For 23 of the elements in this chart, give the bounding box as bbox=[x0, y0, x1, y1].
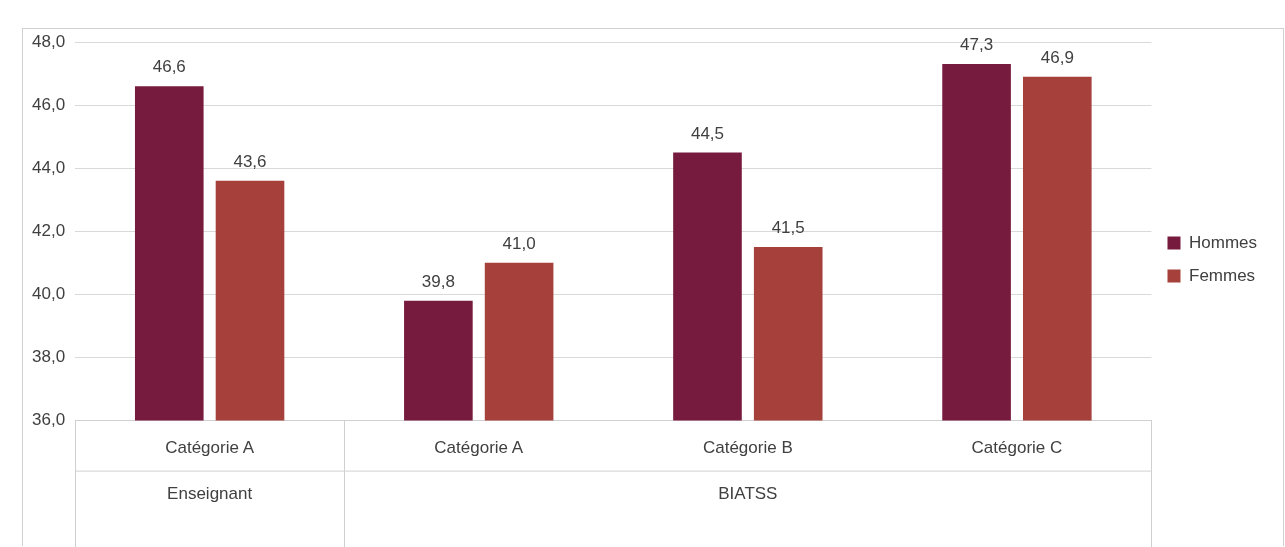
x-tick-label: Catégorie B bbox=[702, 438, 793, 458]
text: Enseignant bbox=[167, 484, 253, 504]
x-tick-label: Catégorie C bbox=[971, 438, 1063, 458]
data-label: 41,5 bbox=[771, 218, 805, 238]
x-tick-label: Catégorie A bbox=[165, 438, 255, 458]
data-label: 41,0 bbox=[502, 234, 536, 254]
data-label: 47,3 bbox=[960, 35, 994, 55]
y-tick-label: 36,0 bbox=[31, 410, 66, 430]
data-label: 43,6 bbox=[233, 152, 267, 172]
data-label: 46,9 bbox=[1040, 47, 1074, 67]
text: BIATSS bbox=[718, 484, 778, 504]
y-tick-label: 38,0 bbox=[31, 347, 66, 367]
y-tick-label: 48,0 bbox=[31, 31, 66, 51]
y-tick-label: 42,0 bbox=[31, 220, 66, 240]
legend-label: Hommes bbox=[1188, 232, 1258, 252]
y-tick-label: 40,0 bbox=[31, 284, 66, 304]
y-tick-label: 46,0 bbox=[31, 94, 66, 114]
y-tick-label: 44,0 bbox=[31, 157, 66, 177]
data-label: 46,6 bbox=[152, 57, 186, 77]
legend-label: Femmes bbox=[1188, 265, 1256, 285]
x-tick-label: Catégorie A bbox=[434, 438, 524, 458]
data-label: 44,5 bbox=[690, 123, 725, 143]
data-label: 39,8 bbox=[421, 271, 455, 291]
